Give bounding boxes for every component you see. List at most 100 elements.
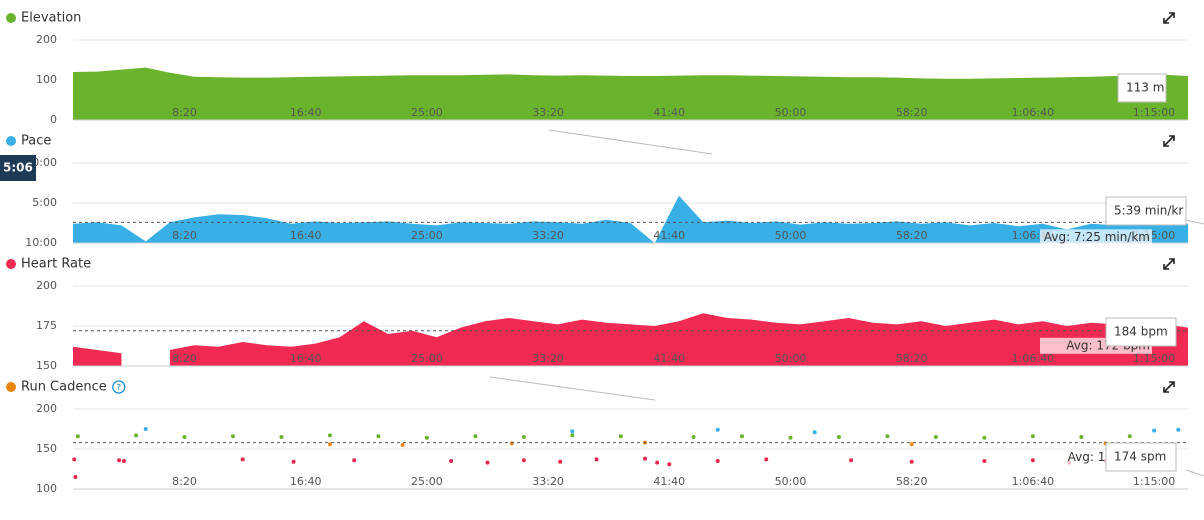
cadence-point [982,459,987,463]
y-tick-label: 200 [36,279,57,292]
cadence-point [570,433,575,438]
cadence-point [618,434,623,439]
x-tick-label: 58:20 [896,106,928,119]
x-tick-label: 58:20 [896,475,928,488]
cadence-point [327,433,332,438]
cadence-point [849,458,854,463]
legend-dot [6,13,16,23]
cadence-point [1176,427,1181,432]
expand-icon [1163,12,1175,24]
chart-title: Pace [21,134,51,149]
y-tick-label: 150 [36,442,57,455]
x-tick-label: 33:20 [532,106,564,119]
cadence-point [909,442,914,447]
legend-dot [6,382,16,392]
legend-dot [6,259,16,269]
x-tick-label: 41:40 [653,229,685,242]
cadence-point [117,458,122,463]
cadence-point [655,460,660,465]
cadence-point [121,459,126,463]
x-tick-label: 50:00 [775,352,807,365]
x-tick-label: 25:00 [411,229,443,242]
help-icon-glyph: ? [116,384,121,394]
cadence-point [1030,458,1035,463]
cadence-point [182,435,187,439]
cadence-point [1152,428,1157,433]
cadence-point [134,433,139,438]
y-tick-label: 100 [36,73,57,86]
cadence-point [143,427,148,431]
average-label: Avg: 7:25 min/km [1044,230,1150,244]
cadence-point [885,434,890,439]
cadence-point [715,427,720,432]
y-tick-label: 150 [36,359,57,372]
cadence-point [1079,435,1084,439]
cadence-point [327,442,332,447]
tooltip-box [1105,196,1187,226]
cadence-point [449,459,454,463]
cadence-point [291,459,296,464]
x-tick-label: 1:15:00 [1133,106,1175,119]
cadence-point [509,441,514,446]
x-tick-label: 1:06:40 [1012,106,1054,119]
chart-title: Heart Rate [21,257,91,272]
area [73,67,1188,120]
cadence-point [1030,434,1035,439]
help-icon[interactable] [112,380,126,394]
cadence-point [485,460,490,465]
x-tick-label: 8:20 [172,229,197,242]
cadence-point [570,429,575,434]
x-tick-label: 25:00 [411,106,443,119]
cadence-point [667,462,672,467]
x-tick-label: 50:00 [775,229,807,242]
cadence-point [594,457,599,462]
x-tick-label: 16:40 [290,106,322,119]
cadence-point [73,475,78,479]
legend-dot [6,136,16,146]
cadence-point [909,459,914,464]
x-tick-label: 8:20 [172,106,197,119]
y-tick-label: 100 [36,482,57,495]
cadence-point [424,435,429,440]
x-tick-label: 8:20 [172,475,197,488]
x-tick-label: 33:20 [532,229,564,242]
area [73,195,1188,243]
x-tick-label: 16:40 [290,229,322,242]
expand-icon [1163,135,1175,147]
decor-line [1185,219,1204,225]
expand-icon [1163,258,1175,270]
expand-button[interactable] [1163,258,1175,270]
pace-badge-text: 5:06 [3,161,33,175]
x-tick-label: 1:15:00 [1133,475,1175,488]
expand-button[interactable] [1163,135,1175,147]
cadence-point [691,435,696,439]
y-tick-label: 0 [50,113,57,126]
tooltip-box [1117,73,1167,103]
y-tick-label: 10:00 [25,236,57,249]
x-tick-label: 25:00 [411,475,443,488]
tooltip-text: 174 spm [1114,450,1166,464]
area [73,313,1188,366]
cadence-point [473,434,478,439]
expand-button[interactable] [1163,381,1175,393]
x-tick-label: 16:40 [290,352,322,365]
x-tick-label: 58:20 [896,229,928,242]
cadence-point [788,435,793,440]
y-tick-label: 200 [36,402,57,415]
cadence-point [836,435,841,439]
cadence-point [643,456,648,461]
cadence-point [715,459,720,463]
x-tick-label: 1:15:00 [1133,352,1175,365]
cadence-point [376,434,381,439]
x-tick-label: 33:20 [532,352,564,365]
cadence-point [352,458,357,463]
x-tick-label: 50:00 [775,106,807,119]
x-tick-label: 1:06:40 [1012,475,1054,488]
x-tick-label: 41:40 [653,106,685,119]
cadence-point [279,435,284,439]
expand-button[interactable] [1163,12,1175,24]
decor-line [489,376,656,401]
pace-badge [0,155,36,181]
tooltip-text: 5:39 min/kr [1114,204,1183,218]
